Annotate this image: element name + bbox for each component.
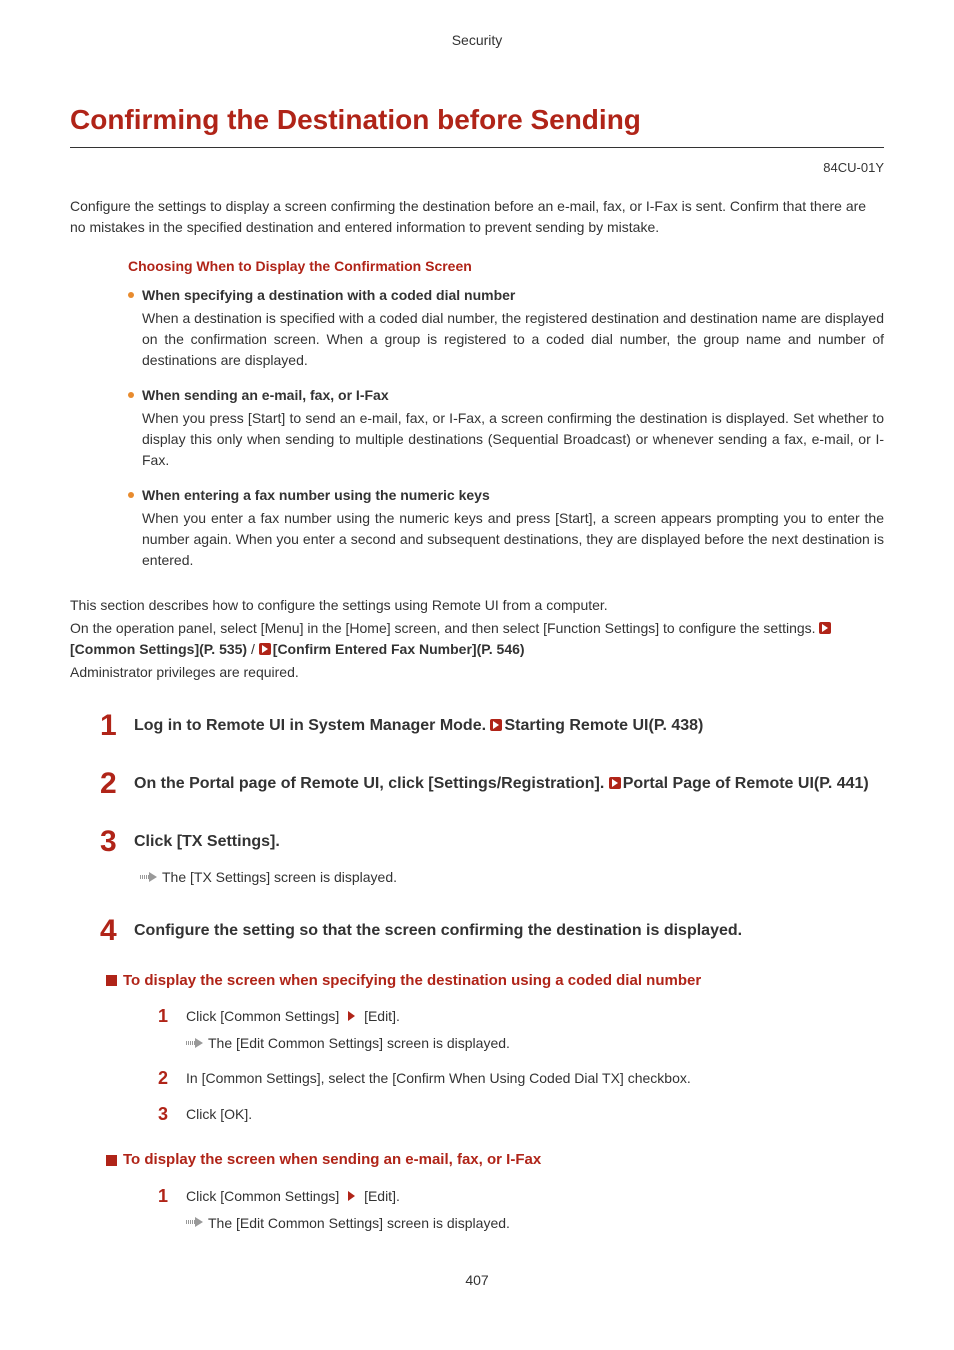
subsection-email-fax: To display the screen when sending an e-… xyxy=(106,1149,884,1234)
subsection-coded-dial: To display the screen when specifying th… xyxy=(106,970,884,1126)
ol-number: 2 xyxy=(158,1068,186,1090)
square-marker-icon xyxy=(106,1155,117,1166)
subsection-title: To display the screen when specifying th… xyxy=(106,970,884,993)
result-arrow-icon xyxy=(186,1039,204,1047)
bullet-send-email: When sending an e-mail, fax, or I-Fax Wh… xyxy=(128,385,884,471)
bullet-body: When you press [Start] to send an e-mail… xyxy=(142,410,884,468)
preface-line-2: On the operation panel, select [Menu] in… xyxy=(70,618,884,660)
intro-paragraph: Configure the settings to display a scre… xyxy=(70,196,884,238)
link-starting-remote-ui[interactable]: Starting Remote UI(P. 438) xyxy=(504,717,703,734)
link-icon xyxy=(259,643,271,655)
page-number: 407 xyxy=(70,1270,884,1291)
breadcrumb: Security xyxy=(70,30,884,51)
ol-body: Click [Common Settings] [Edit]. The [Edi… xyxy=(186,1006,510,1054)
ol-step-2: 2 In [Common Settings], select the [Conf… xyxy=(158,1068,884,1090)
ordered-steps: 1 Click [Common Settings] [Edit]. The [E… xyxy=(158,1006,884,1125)
ol-step-1: 1 Click [Common Settings] [Edit]. The [E… xyxy=(158,1186,884,1234)
step-title: On the Portal page of Remote UI, click [… xyxy=(134,769,869,796)
preface-line-1: This section describes how to configure … xyxy=(70,595,884,616)
ol-body: In [Common Settings], select the [Confir… xyxy=(186,1068,691,1089)
choosing-section: Choosing When to Display the Confirmatio… xyxy=(70,256,884,571)
ol-body: Click [Common Settings] [Edit]. The [Edi… xyxy=(186,1186,510,1234)
ol-step-3: 3 Click [OK]. xyxy=(158,1104,884,1126)
page-title: Confirming the Destination before Sendin… xyxy=(70,99,884,148)
subsection-title: To display the screen when sending an e-… xyxy=(106,1149,884,1172)
ol-number: 1 xyxy=(158,1186,186,1208)
step-number: 2 xyxy=(100,769,122,799)
square-marker-icon xyxy=(106,975,117,986)
step-title: Configure the setting so that the screen… xyxy=(134,916,742,943)
result-arrow-icon xyxy=(140,873,158,881)
step-3-result: The [TX Settings] screen is displayed. xyxy=(140,867,884,888)
preface-line-3: Administrator privileges are required. xyxy=(70,662,884,683)
bullet-title: When entering a fax number using the num… xyxy=(142,485,884,506)
ol-step-1: 1 Click [Common Settings] [Edit]. The [E… xyxy=(158,1006,884,1054)
ol-number: 1 xyxy=(158,1006,186,1028)
step-3: 3 Click [TX Settings]. xyxy=(100,827,884,857)
ordered-steps: 1 Click [Common Settings] [Edit]. The [E… xyxy=(158,1186,884,1234)
step-number: 3 xyxy=(100,827,122,857)
result-arrow-icon xyxy=(186,1218,204,1226)
choosing-title: Choosing When to Display the Confirmatio… xyxy=(128,256,884,277)
bullet-body: When you enter a fax number using the nu… xyxy=(142,510,884,568)
settings-preface: This section describes how to configure … xyxy=(70,595,884,683)
ol-number: 3 xyxy=(158,1104,186,1126)
triangle-sep-icon xyxy=(348,1191,355,1201)
step-number: 1 xyxy=(100,711,122,741)
bullet-title: When specifying a destination with a cod… xyxy=(142,285,884,306)
bullet-numeric-keys: When entering a fax number using the num… xyxy=(128,485,884,571)
step-1: 1 Log in to Remote UI in System Manager … xyxy=(100,711,884,741)
step-number: 4 xyxy=(100,916,122,946)
ol-body: Click [OK]. xyxy=(186,1104,252,1125)
link-icon xyxy=(609,777,621,789)
link-portal-page[interactable]: Portal Page of Remote UI(P. 441) xyxy=(623,775,869,792)
bullet-title: When sending an e-mail, fax, or I-Fax xyxy=(142,385,884,406)
link-icon xyxy=(490,719,502,731)
ref-common-settings[interactable]: [Common Settings](P. 535) xyxy=(70,641,247,657)
doc-code: 84CU-01Y xyxy=(70,158,884,178)
triangle-sep-icon xyxy=(348,1011,355,1021)
bullet-body: When a destination is specified with a c… xyxy=(142,310,884,368)
step-title: Log in to Remote UI in System Manager Mo… xyxy=(134,711,703,738)
link-icon xyxy=(819,622,831,634)
ol-result: The [Edit Common Settings] screen is dis… xyxy=(186,1213,510,1234)
ref-confirm-fax-number[interactable]: [Confirm Entered Fax Number](P. 546) xyxy=(273,641,525,657)
step-4: 4 Configure the setting so that the scre… xyxy=(100,916,884,946)
step-2: 2 On the Portal page of Remote UI, click… xyxy=(100,769,884,799)
ol-result: The [Edit Common Settings] screen is dis… xyxy=(186,1033,510,1054)
step-title: Click [TX Settings]. xyxy=(134,827,280,854)
bullet-coded-dial: When specifying a destination with a cod… xyxy=(128,285,884,371)
